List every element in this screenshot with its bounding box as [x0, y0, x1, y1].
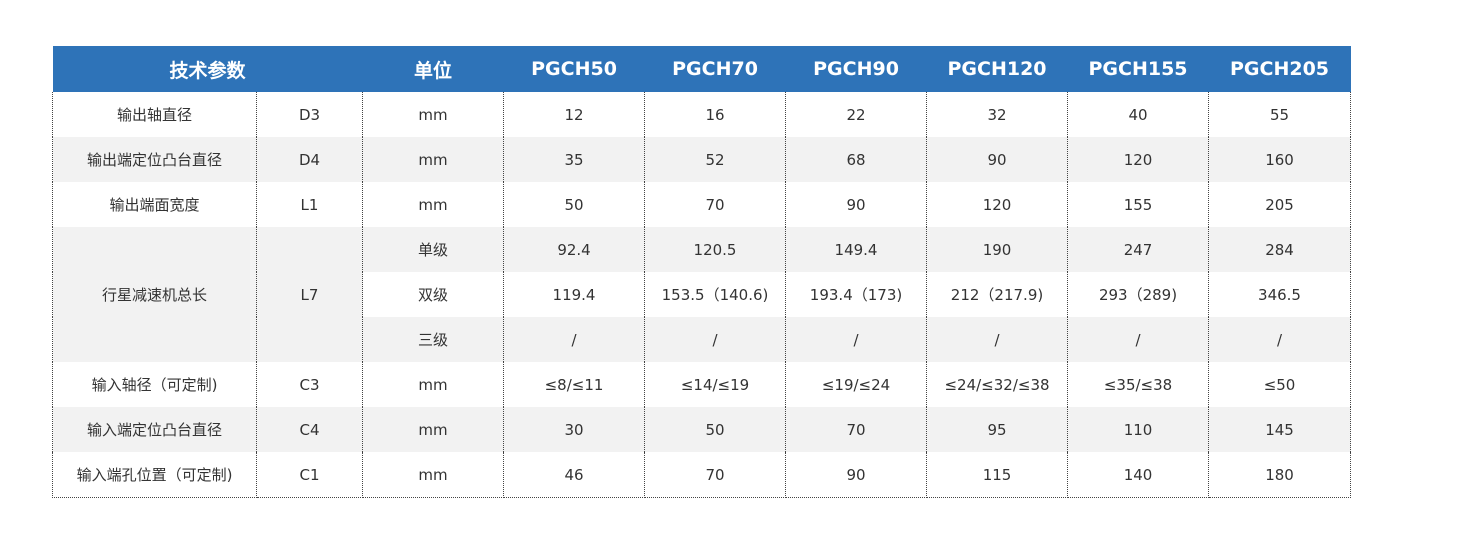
value-cell: 95: [926, 407, 1069, 452]
value-cell: 30: [503, 407, 646, 452]
table-row: 行星减速机总长 L7 单级 92.4 120.5 149.4 190 247 2…: [52, 227, 1352, 362]
value-cell: 92.4: [503, 227, 646, 272]
param-name: 行星减速机总长: [52, 227, 257, 362]
param-code: C3: [255, 362, 364, 407]
value-cell: 12: [503, 92, 646, 137]
value-cell: 149.4: [785, 227, 928, 272]
value-cell: 160: [1208, 137, 1352, 182]
value-cell: 90: [785, 452, 928, 498]
param-unit: 双级: [362, 272, 505, 317]
param-code: C1: [255, 452, 364, 498]
table-row: 输出端定位凸台直径 D4 mm 35 52 68 90 120 160: [52, 137, 1352, 182]
table-row: 输入端定位凸台直径 C4 mm 30 50 70 95 110 145: [52, 407, 1352, 452]
param-unit: mm: [362, 137, 505, 182]
value-cell: /: [785, 317, 928, 362]
param-code: L1: [255, 182, 364, 227]
value-cell: 35: [503, 137, 646, 182]
param-unit: mm: [362, 452, 505, 498]
param-code: D4: [255, 137, 364, 182]
value-cell: 293（289): [1067, 272, 1210, 317]
param-unit: mm: [362, 92, 505, 137]
param-name: 输出端定位凸台直径: [52, 137, 257, 182]
value-cell: /: [926, 317, 1069, 362]
value-cell: ≤35/≤38: [1067, 362, 1210, 407]
table-row: 三级 / / / / / /: [53, 317, 1352, 362]
header-model: PGCH155: [1067, 46, 1209, 92]
value-cell: 153.5（140.6): [644, 272, 787, 317]
value-cell: /: [1067, 317, 1210, 362]
param-name: 输出端面宽度: [52, 182, 257, 227]
value-cell: 70: [785, 407, 928, 452]
value-cell: 16: [644, 92, 787, 137]
value-cell: 50: [644, 407, 787, 452]
value-cell: 22: [785, 92, 928, 137]
value-cell: 50: [503, 182, 646, 227]
value-cell: ≤24/≤32/≤38: [926, 362, 1069, 407]
value-cell: 70: [644, 182, 787, 227]
value-cell: 120.5: [644, 227, 787, 272]
param-unit: mm: [362, 407, 505, 452]
param-name: 输出轴直径: [52, 92, 257, 137]
value-cell: /: [644, 317, 787, 362]
value-cell: 32: [926, 92, 1069, 137]
value-cell: 284: [1208, 227, 1352, 272]
header-model: PGCH205: [1208, 46, 1351, 92]
value-cell: /: [503, 317, 646, 362]
value-cell: 205: [1208, 182, 1352, 227]
value-cell: 120: [926, 182, 1069, 227]
value-cell: 120: [1067, 137, 1210, 182]
value-cell: 40: [1067, 92, 1210, 137]
value-cell: 247: [1067, 227, 1210, 272]
value-cell: 110: [1067, 407, 1210, 452]
value-cell: ≤8/≤11: [503, 362, 646, 407]
table-row: 双级 119.4 153.5（140.6) 193.4（173) 212（217…: [53, 272, 1352, 317]
value-cell: 90: [926, 137, 1069, 182]
header-model: PGCH70: [644, 46, 786, 92]
value-cell: 212（217.9): [926, 272, 1069, 317]
param-code: D3: [255, 92, 364, 137]
param-code: L7: [255, 227, 364, 362]
table-row: 输入端孔位置（可定制) C1 mm 46 70 90 115 140 180: [52, 452, 1352, 498]
value-cell: ≤50: [1208, 362, 1352, 407]
spec-table: 技术参数 单位 PGCH50 PGCH70 PGCH90 PGCH120 PGC…: [52, 46, 1352, 498]
header-model: PGCH120: [926, 46, 1068, 92]
value-cell: 46: [503, 452, 646, 498]
value-cell: ≤14/≤19: [644, 362, 787, 407]
param-unit: mm: [362, 362, 505, 407]
value-cell: 55: [1208, 92, 1352, 137]
param-name: 输入端孔位置（可定制): [52, 452, 257, 498]
param-unit: 单级: [362, 227, 505, 272]
value-cell: 115: [926, 452, 1069, 498]
value-cell: 145: [1208, 407, 1352, 452]
value-cell: 155: [1067, 182, 1210, 227]
value-cell: 190: [926, 227, 1069, 272]
value-cell: 193.4（173): [785, 272, 928, 317]
header-model: PGCH90: [785, 46, 927, 92]
value-cell: 119.4: [503, 272, 646, 317]
header-model: PGCH50: [503, 46, 645, 92]
table-row: 输入轴径（可定制) C3 mm ≤8/≤11 ≤14/≤19 ≤19/≤24 ≤…: [52, 362, 1352, 407]
table-row: 输出轴直径 D3 mm 12 16 22 32 40 55: [52, 92, 1352, 137]
header-param: 技术参数: [52, 46, 363, 92]
value-cell: ≤19/≤24: [785, 362, 928, 407]
value-cell: 90: [785, 182, 928, 227]
value-cell: 180: [1208, 452, 1352, 498]
value-cell: 52: [644, 137, 787, 182]
header-row: 技术参数 单位 PGCH50 PGCH70 PGCH90 PGCH120 PGC…: [52, 46, 1351, 92]
param-unit: 三级: [362, 317, 505, 362]
table-row: 输出端面宽度 L1 mm 50 70 90 120 155 205: [52, 182, 1352, 227]
param-name: 输入端定位凸台直径: [52, 407, 257, 452]
param-code: C4: [255, 407, 364, 452]
value-cell: 140: [1067, 452, 1210, 498]
value-cell: 70: [644, 452, 787, 498]
value-cell: /: [1208, 317, 1352, 362]
param-unit: mm: [362, 182, 505, 227]
header-unit: 单位: [362, 46, 504, 92]
value-cell: 68: [785, 137, 928, 182]
value-cell: 346.5: [1208, 272, 1352, 317]
param-name: 输入轴径（可定制): [52, 362, 257, 407]
